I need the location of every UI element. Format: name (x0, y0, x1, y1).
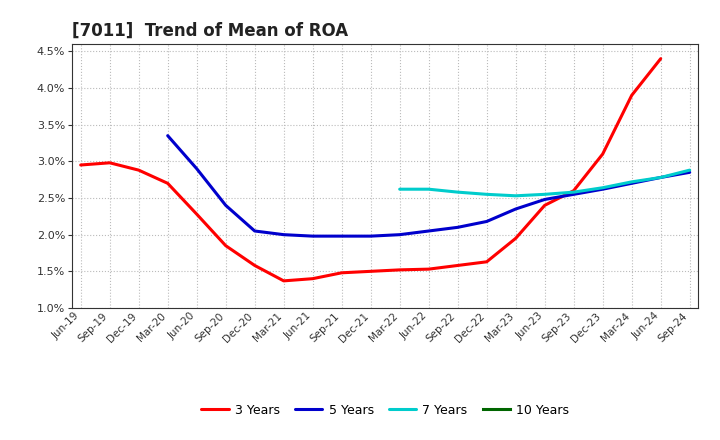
5 Years (685, 170, 694, 175)
5 Years (366, 234, 375, 239)
7 Years (541, 192, 549, 197)
3 Years (424, 267, 433, 272)
5 Years (424, 228, 433, 234)
3 Years (76, 162, 85, 168)
Legend: 3 Years, 5 Years, 7 Years, 10 Years: 3 Years, 5 Years, 7 Years, 10 Years (196, 399, 575, 422)
3 Years (598, 151, 607, 157)
3 Years (221, 243, 230, 248)
3 Years (570, 188, 578, 193)
3 Years (105, 160, 114, 165)
3 Years (308, 276, 317, 281)
5 Years (570, 192, 578, 197)
5 Years (163, 133, 172, 138)
5 Years (192, 166, 201, 171)
Text: [7011]  Trend of Mean of ROA: [7011] Trend of Mean of ROA (72, 22, 348, 40)
7 Years (424, 187, 433, 192)
5 Years (251, 228, 259, 234)
3 Years (511, 236, 520, 241)
7 Years (482, 192, 491, 197)
5 Years (279, 232, 288, 237)
5 Years (657, 175, 665, 180)
Line: 3 Years: 3 Years (81, 59, 661, 281)
7 Years (627, 179, 636, 184)
3 Years (541, 203, 549, 208)
7 Years (454, 190, 462, 195)
3 Years (627, 93, 636, 98)
7 Years (511, 193, 520, 198)
3 Years (338, 270, 346, 275)
3 Years (135, 168, 143, 173)
3 Years (192, 212, 201, 217)
5 Years (541, 197, 549, 202)
5 Years (627, 181, 636, 186)
3 Years (366, 269, 375, 274)
7 Years (657, 175, 665, 180)
7 Years (395, 187, 404, 192)
5 Years (454, 225, 462, 230)
3 Years (163, 181, 172, 186)
3 Years (454, 263, 462, 268)
3 Years (657, 56, 665, 61)
Line: 7 Years: 7 Years (400, 170, 690, 196)
7 Years (598, 185, 607, 191)
3 Years (279, 278, 288, 283)
3 Years (482, 259, 491, 264)
7 Years (570, 190, 578, 195)
7 Years (685, 168, 694, 173)
5 Years (395, 232, 404, 237)
5 Years (482, 219, 491, 224)
5 Years (221, 203, 230, 208)
5 Years (598, 187, 607, 192)
3 Years (251, 263, 259, 268)
5 Years (338, 234, 346, 239)
5 Years (308, 234, 317, 239)
5 Years (511, 206, 520, 212)
3 Years (395, 267, 404, 272)
Line: 5 Years: 5 Years (168, 136, 690, 236)
